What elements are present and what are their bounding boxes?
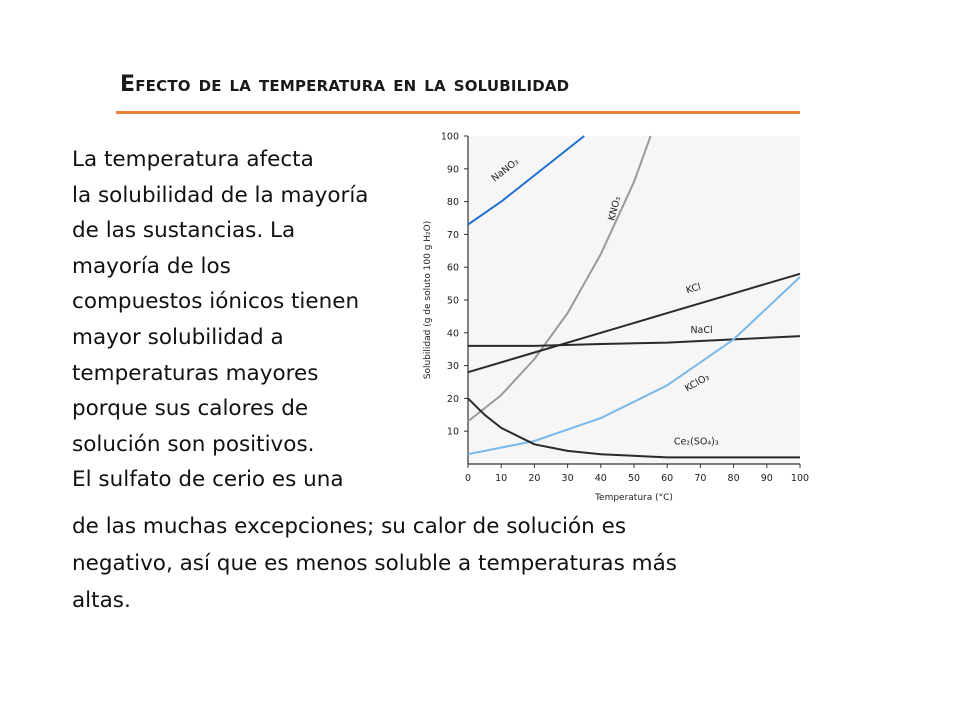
x-tick-label: 60: [661, 473, 673, 484]
body-line: solución son positivos.: [72, 431, 315, 457]
y-axis-label: Solubilidad (g de soluto 100 g H₂O): [423, 221, 433, 380]
y-tick-label: 20: [447, 394, 459, 405]
y-tick-label: 50: [447, 296, 459, 307]
x-tick-label: 50: [628, 473, 640, 484]
body-line: la solubilidad de la mayoría: [72, 182, 369, 208]
x-tick-label: 0: [465, 473, 471, 484]
chart-svg: 10 20 30 40 50 60 70 80 90 100 0 10 20 30 40 50 60 70 80 90…: [423, 132, 809, 504]
series-label: NaCl: [690, 325, 712, 336]
title-underline: [116, 111, 800, 114]
body-line: mayoría de los: [72, 253, 231, 279]
body-line: porque sus calores de: [72, 396, 309, 422]
x-tick-label: 100: [791, 473, 809, 484]
x-tick-label: 30: [562, 473, 574, 484]
body-line: compuestos iónicos tienen: [72, 289, 360, 315]
body-line: temperaturas mayores: [72, 360, 319, 386]
body-text-wide: de las muchas excepciones; su calor de s…: [72, 508, 892, 619]
body-line: El sulfato de cerio es una: [72, 467, 344, 493]
y-tick-label: 10: [447, 427, 459, 438]
body-line: de las muchas excepciones; su calor de s…: [72, 514, 627, 539]
body-line: altas.: [72, 588, 131, 613]
y-tick-label: 40: [447, 328, 459, 339]
x-axis-label: Temperatura (°C): [594, 493, 673, 503]
x-tick-label: 40: [595, 473, 607, 484]
plot-background: [468, 136, 800, 464]
series-line-1: [467, 135, 652, 423]
series-line-2: [467, 272, 801, 374]
x-tick-label: 90: [761, 473, 773, 484]
body-text-narrow: La temperatura afecta la solubilidad de …: [72, 142, 407, 498]
y-tick-label: 80: [447, 197, 459, 208]
x-tick-label: 20: [528, 473, 540, 484]
y-tick-label: 90: [447, 164, 459, 175]
body-line: negativo, así que es menos soluble a tem…: [72, 551, 677, 576]
series-line-3: [468, 335, 801, 347]
series-label: KCl: [685, 281, 703, 296]
series-line-5: [467, 397, 800, 459]
y-tick-label: 100: [441, 132, 459, 143]
y-tick-label: 70: [447, 230, 459, 241]
x-tick-label: 10: [495, 473, 507, 484]
slide-title: Efecto de la temperatura en la solubilid…: [120, 72, 570, 97]
body-line: La temperatura afecta: [72, 147, 314, 172]
x-tick-label: 70: [694, 473, 706, 484]
x-tick-label: 80: [728, 473, 740, 484]
y-tick-label: 60: [447, 263, 459, 274]
series-line-4: [467, 276, 801, 456]
body-line: mayor solubilidad a: [72, 324, 284, 350]
solubility-chart: 10 20 30 40 50 60 70 80 90 100 0 10 20 30 40 50 60 70 80 90…: [410, 122, 810, 512]
y-tick-label: 30: [447, 361, 459, 372]
series-line-0: [467, 135, 585, 226]
body-line: de las sustancias. La: [72, 218, 296, 244]
series-label: Ce₂(SO₄)₃: [674, 436, 719, 447]
